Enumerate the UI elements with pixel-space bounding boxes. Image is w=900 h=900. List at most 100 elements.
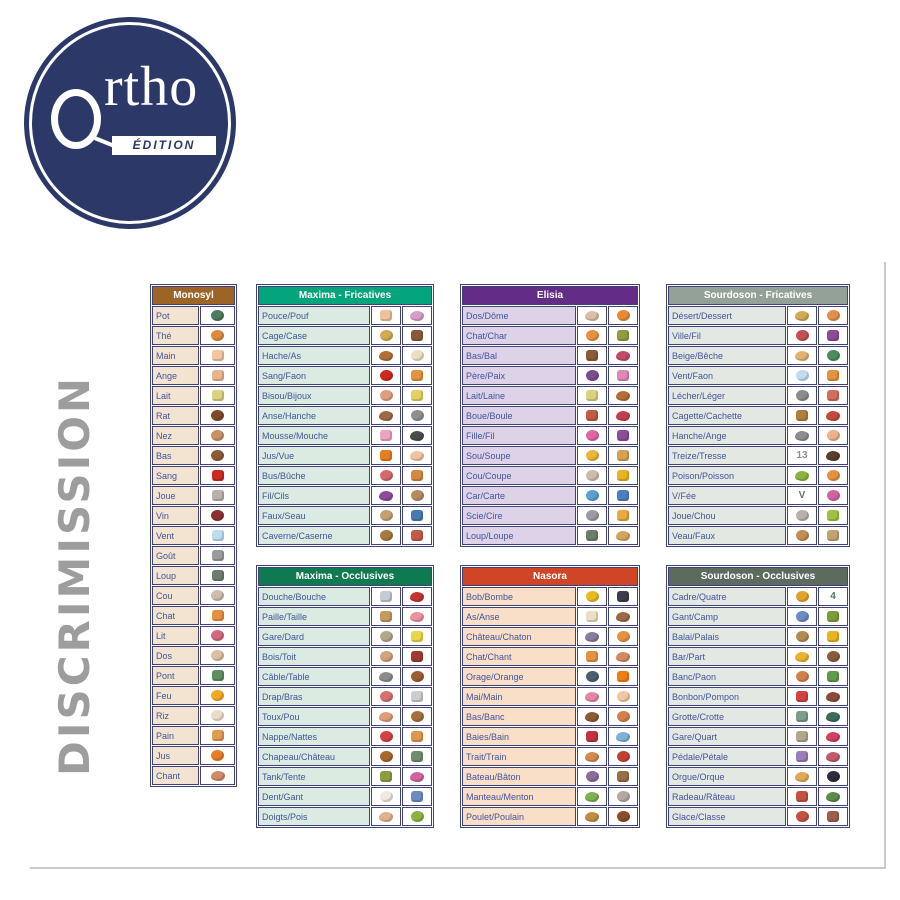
broom-icon [787, 627, 817, 646]
pot-icon [200, 306, 235, 325]
word-label: Caverne/Caserne [258, 526, 370, 545]
cup-handle-icon [608, 607, 638, 626]
word-row: Doigts/Pois [258, 807, 432, 826]
word-row: Fil/Cils [258, 486, 432, 505]
peas-icon [402, 807, 432, 826]
word-row: Désert/Dessert [668, 306, 848, 325]
word-row: Main [152, 346, 235, 365]
word-label: Bonbon/Pompon [668, 687, 786, 706]
word-row: Lait/Laine [462, 386, 638, 405]
wine-bottle-icon [200, 506, 235, 525]
word-label: Ange [152, 366, 199, 385]
angel-icon [818, 426, 848, 445]
table-title: Sourdoson - Fricatives [668, 286, 848, 305]
castle-icon [577, 627, 607, 646]
table-title: Sourdoson - Occlusives [668, 567, 848, 586]
table-elisia: Elisia Dos/Dôme Chat/Char Bas/Bal Père/Paix L… [460, 284, 640, 547]
bed-sheet-icon [371, 687, 401, 706]
word-row: As/Anse [462, 607, 638, 626]
bench-icon [608, 707, 638, 726]
table-title: Nasora [462, 567, 638, 586]
wolf-icon [577, 526, 607, 545]
bob-hat-icon [577, 587, 607, 606]
table-sourdoson-occlusives: Sourdoson - Occlusives Cadre/Quatre 4 Gant/… [666, 565, 850, 828]
word-label: Glace/Classe [668, 807, 786, 826]
word-label: Loup [152, 566, 199, 585]
quarter-pie-icon [818, 727, 848, 746]
word-label: Vent/Faon [668, 366, 786, 385]
poison-bottle-icon [787, 466, 817, 485]
jewels-icon [402, 386, 432, 405]
word-label: Gant/Camp [668, 607, 786, 626]
wind-icon [787, 366, 817, 385]
word-row: Nappe/Nattes [258, 727, 432, 746]
word-row: Fille/Fil [462, 426, 638, 445]
table-title: Elisia [462, 286, 638, 305]
map-icon [608, 486, 638, 505]
word-label: Nappe/Nattes [258, 727, 370, 746]
word-label: Radeau/Râteau [668, 787, 786, 806]
word-label: Dos [152, 646, 199, 665]
word-row: Bas/Bal [462, 346, 638, 365]
word-label: Pouce/Pouf [258, 306, 370, 325]
word-row: Rat [152, 406, 235, 425]
word-label: Balai/Palais [668, 627, 786, 646]
word-label: Doigts/Pois [258, 807, 370, 826]
word-row: Thé [152, 326, 235, 345]
cat-icon [200, 606, 235, 625]
wind-icon [200, 526, 235, 545]
birdcage-icon [371, 326, 401, 345]
word-label: Thé [152, 326, 199, 345]
neck-person-icon [200, 586, 235, 605]
beige-splash-icon [787, 346, 817, 365]
word-label: Hanche/Ange [668, 426, 786, 445]
licking-person-icon [787, 386, 817, 405]
soup-bowl-icon [608, 446, 638, 465]
word-label: Jus/Vue [258, 446, 370, 465]
kiss-icon [371, 386, 401, 405]
train-station-icon [787, 727, 817, 746]
word-row: Dent/Gant [258, 787, 432, 806]
coughing-child-icon [371, 707, 401, 726]
ortho-edition-logo: rtho ÉDITION [24, 17, 236, 229]
bath-icon [608, 727, 638, 746]
stick-icon [608, 767, 638, 786]
word-row: Jus [152, 746, 235, 765]
table-title: Maxima - Fricatives [258, 286, 432, 305]
word-label: Riz [152, 706, 199, 725]
word-row: Beige/Bêche [668, 346, 848, 365]
hat-icon [371, 747, 401, 766]
word-label: Rat [152, 406, 199, 425]
word-row: Vent/Faon [668, 366, 848, 385]
word-label: Loup/Loupe [462, 526, 576, 545]
word-row: Vin [152, 506, 235, 525]
table-rows: Cadre/Quatre 4 Gant/Camp Balai/Palais Bar/Pa… [668, 587, 848, 826]
hand-icon [608, 687, 638, 706]
hut-icon [402, 326, 432, 345]
word-row: Lit [152, 626, 235, 645]
word-row: Cou [152, 586, 235, 605]
word-label: Lécher/Léger [668, 386, 786, 405]
cat-icon [577, 326, 607, 345]
dome-icon [608, 306, 638, 325]
table-rows: Désert/Dessert Ville/Fil Beige/Bêche Vent/F… [668, 306, 848, 545]
word-label: Main [152, 346, 199, 365]
word-label: Lait [152, 386, 199, 405]
word-row: Pot [152, 306, 235, 325]
class-kids-icon [818, 807, 848, 826]
word-row: Glace/Classe [668, 807, 848, 826]
cheek-icon [787, 506, 817, 525]
table-rows: Bob/Bombe As/Anse Château/Chaton Chat/Chant… [462, 587, 638, 826]
word-label: Banc/Paon [668, 667, 786, 686]
word-row: Bateau/Bâton [462, 767, 638, 786]
word-label: Jus [152, 746, 199, 765]
boat-icon [577, 767, 607, 786]
castle-icon [402, 747, 432, 766]
word-label: Bateau/Bâton [462, 767, 576, 786]
word-label: Bois/Toit [258, 647, 370, 666]
cable-icon [371, 667, 401, 686]
word-row: Grotte/Crotte [668, 707, 848, 726]
milk-bottle-icon [200, 386, 235, 405]
bar-icon [787, 647, 817, 666]
